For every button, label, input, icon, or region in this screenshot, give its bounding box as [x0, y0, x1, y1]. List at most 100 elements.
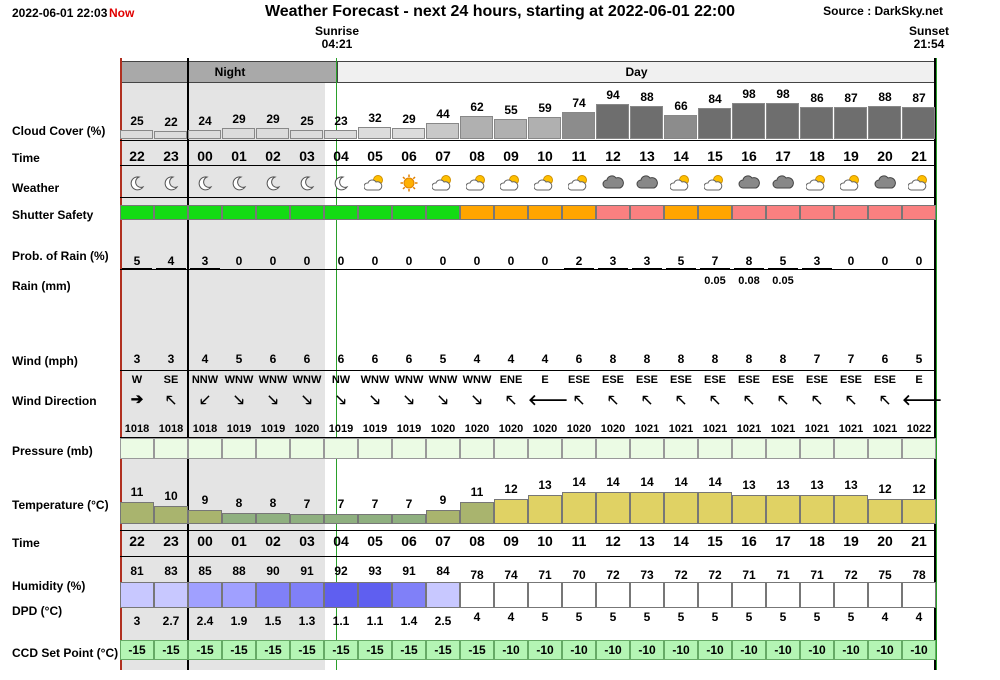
- wind-arrow-icon: 🡔: [744, 392, 754, 409]
- prob-rain-value: 0: [269, 254, 277, 268]
- wind-speed-value: 8: [779, 352, 787, 366]
- hour-label-2: 22: [129, 533, 145, 549]
- pressure-value: 1021: [804, 423, 830, 435]
- wind-arrow-icon: 🡖: [438, 392, 448, 409]
- prob-rain-bar: [598, 268, 628, 269]
- wind-direction-label: WNW: [394, 374, 424, 386]
- cloud-bar: [154, 131, 187, 139]
- pressure-value: 1019: [260, 423, 286, 435]
- dpd-value: 2.4: [196, 614, 214, 628]
- hour-label-2: 04: [333, 533, 349, 549]
- moon-icon: [256, 174, 290, 194]
- humidity-value: 78: [912, 568, 926, 582]
- temperature-bar: [392, 514, 426, 524]
- pressure-cell: [120, 438, 154, 459]
- humidity-cell: [290, 582, 324, 608]
- cloud-value: 44: [436, 107, 450, 121]
- humidity-value: 71: [776, 568, 790, 582]
- wind-direction-label: ESE: [669, 374, 692, 386]
- moon-icon: [188, 174, 222, 194]
- shutter-cell: [392, 205, 426, 220]
- pressure-value: 1019: [362, 423, 388, 435]
- dpd-value: 1.1: [332, 614, 350, 628]
- wind-speed-value: 3: [167, 352, 175, 366]
- ccd-cell: -10: [664, 640, 698, 660]
- pressure-value: 1020: [600, 423, 626, 435]
- hour-label: 00: [197, 148, 213, 164]
- humidity-cell: [324, 582, 358, 608]
- humidity-value: 93: [368, 564, 382, 578]
- hour-label: 06: [401, 148, 417, 164]
- hour-label-2: 06: [401, 533, 417, 549]
- temperature-value: 14: [640, 475, 654, 489]
- temperature-value: 13: [776, 478, 790, 492]
- temperature-value: 14: [606, 475, 620, 489]
- wind-speed-value: 6: [405, 352, 413, 366]
- dpd-value: 5: [609, 610, 617, 624]
- prob-rain-value: 0: [303, 254, 311, 268]
- shutter-cell: [460, 205, 494, 220]
- wind-direction-label: E: [915, 374, 923, 386]
- temperature-bar: [494, 499, 528, 524]
- wind-speed-value: 6: [303, 352, 311, 366]
- hour-label: 04: [333, 148, 349, 164]
- shutter-cell: [698, 205, 732, 220]
- humidity-value: 72: [674, 568, 688, 582]
- cloud-value: 88: [878, 90, 892, 104]
- ccd-cell: -10: [868, 640, 902, 660]
- humidity-value: 75: [878, 568, 892, 582]
- cloud-value: 87: [912, 91, 926, 105]
- sun-icon: [392, 174, 426, 194]
- dpd-value: 4: [915, 610, 923, 624]
- day-label: Day: [625, 65, 648, 79]
- sunrise-marker: Sunrise 04:21: [307, 25, 367, 51]
- humidity-cell: [732, 582, 766, 608]
- wind-direction-label: NW: [331, 374, 351, 386]
- wind-speed-value: 7: [847, 352, 855, 366]
- dpd-value: 5: [813, 610, 821, 624]
- humidity-cell: [800, 582, 834, 608]
- shutter-cell: [528, 205, 562, 220]
- shutter-cell: [256, 205, 290, 220]
- pressure-cell: [868, 438, 902, 459]
- cloudy-icon: [766, 174, 800, 194]
- ccd-cell: -10: [494, 640, 528, 660]
- temperature-value: 13: [538, 478, 552, 492]
- shutter-cell: [596, 205, 630, 220]
- humidity-cell: [596, 582, 630, 608]
- pressure-value: 1019: [396, 423, 422, 435]
- prob-rain-value: 5: [133, 254, 141, 268]
- prob-rain-bar: [190, 268, 220, 269]
- pressure-cell: [698, 438, 732, 459]
- cloud-bar: [222, 128, 255, 139]
- dpd-value: 1.9: [230, 614, 248, 628]
- sunset-line: [936, 58, 937, 670]
- cloud-value: 25: [130, 114, 144, 128]
- temperature-bar: [834, 495, 868, 524]
- temperature-value: 12: [878, 482, 892, 496]
- ccd-cell: -10: [834, 640, 868, 660]
- shutter-cell: [766, 205, 800, 220]
- prob-rain-value: 0: [235, 254, 243, 268]
- dpd-value: 4: [473, 610, 481, 624]
- hour-label-2: 11: [571, 533, 587, 549]
- wind-speed-value: 4: [201, 352, 209, 366]
- label-weather: Weather: [12, 181, 60, 195]
- hour-label-2: 00: [197, 533, 213, 549]
- pressure-cell: [494, 438, 528, 459]
- shutter-cell: [630, 205, 664, 220]
- partly-cloudy-day-icon: [494, 174, 528, 194]
- humidity-value: 73: [640, 568, 654, 582]
- hour-label: 18: [809, 148, 825, 164]
- pressure-value: 1021: [668, 423, 694, 435]
- humidity-value: 71: [538, 568, 552, 582]
- pressure-value: 1018: [124, 423, 150, 435]
- wind-direction-label: ESE: [601, 374, 624, 386]
- timestamp: 2022-06-01 22:03: [12, 6, 108, 20]
- temperature-value: 7: [405, 497, 413, 511]
- cloud-bar: [290, 130, 323, 139]
- hour-label-2: 07: [435, 533, 451, 549]
- temperature-bar: [800, 495, 834, 524]
- temperature-bar: [630, 492, 664, 524]
- humidity-cell: [664, 582, 698, 608]
